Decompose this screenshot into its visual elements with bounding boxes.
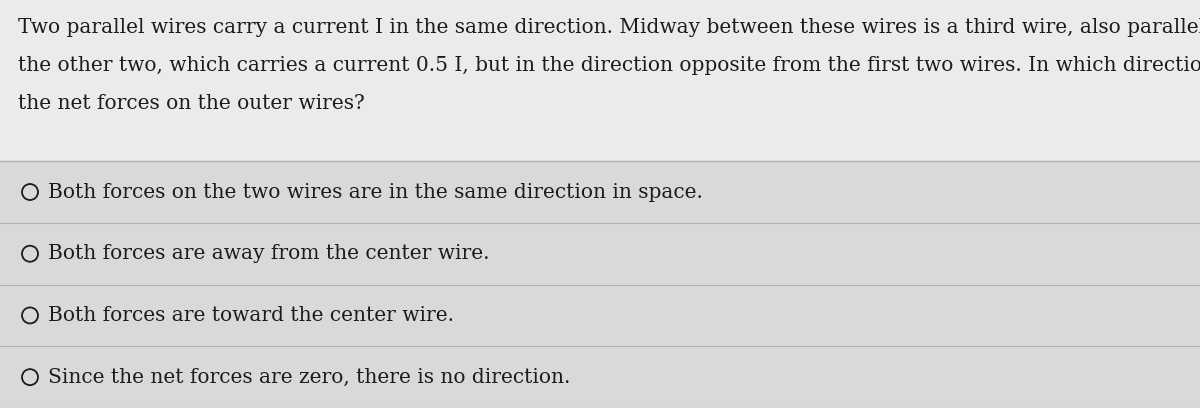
- Text: the other two, which carries a current 0.5 I, but in the direction opposite from: the other two, which carries a current 0…: [18, 56, 1200, 75]
- Bar: [0, 0, 1200, 161]
- Text: Both forces are away from the center wire.: Both forces are away from the center wir…: [48, 244, 490, 263]
- Text: Two parallel wires carry a current I in the same direction. Midway between these: Two parallel wires carry a current I in …: [18, 18, 1200, 37]
- Bar: [0, 161, 1200, 408]
- Text: Since the net forces are zero, there is no direction.: Since the net forces are zero, there is …: [48, 368, 570, 387]
- Text: the net forces on the outer wires?: the net forces on the outer wires?: [18, 94, 365, 113]
- Text: Both forces on the two wires are in the same direction in space.: Both forces on the two wires are in the …: [48, 182, 703, 202]
- Text: Both forces are toward the center wire.: Both forces are toward the center wire.: [48, 306, 454, 325]
